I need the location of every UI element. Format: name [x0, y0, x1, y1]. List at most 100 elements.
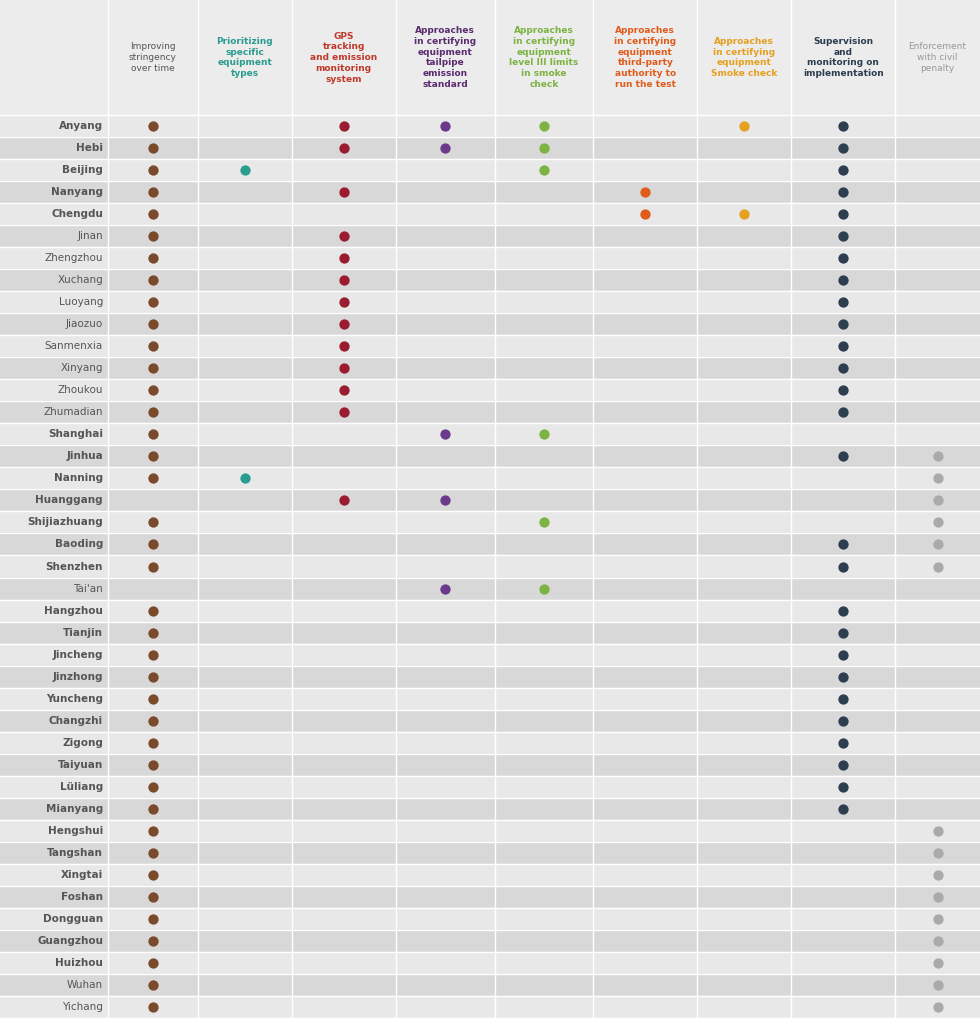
Bar [0, 842, 980, 864]
Point [536, 162, 552, 178]
Point [836, 448, 852, 464]
Bar [0, 643, 980, 666]
Point [930, 866, 946, 883]
Bar [0, 159, 980, 181]
Point [145, 932, 161, 949]
Text: Mianyang: Mianyang [46, 804, 103, 813]
Text: Zhumadian: Zhumadian [43, 407, 103, 417]
Point [336, 250, 352, 267]
Point [437, 493, 453, 509]
Point [836, 735, 852, 751]
Point [836, 162, 852, 178]
Point [437, 139, 453, 156]
Point [145, 272, 161, 288]
Text: Huizhou: Huizhou [55, 958, 103, 968]
Point [536, 427, 552, 443]
Bar [0, 908, 980, 929]
Point [930, 845, 946, 861]
Point [930, 493, 946, 509]
Point [930, 823, 946, 839]
Bar [0, 0, 980, 115]
Point [836, 404, 852, 420]
Bar [0, 511, 980, 533]
Bar [0, 401, 980, 423]
Point [145, 823, 161, 839]
Point [145, 470, 161, 487]
Point [836, 646, 852, 663]
Bar [0, 819, 980, 842]
Point [836, 206, 852, 222]
Bar [0, 622, 980, 643]
Text: Prioritizing
specific
equipment
types: Prioritizing specific equipment types [217, 37, 273, 78]
Text: Luoyang: Luoyang [59, 297, 103, 307]
Text: Tai'an: Tai'an [74, 583, 103, 593]
Text: Xingtai: Xingtai [61, 869, 103, 880]
Text: Jiaozuo: Jiaozuo [66, 320, 103, 329]
Point [145, 713, 161, 729]
Text: Hengshui: Hengshui [48, 826, 103, 836]
Text: Anyang: Anyang [59, 121, 103, 131]
Point [930, 558, 946, 574]
Point [836, 624, 852, 640]
Point [145, 184, 161, 201]
Text: Beijing: Beijing [62, 165, 103, 175]
Bar [0, 666, 980, 687]
Point [437, 427, 453, 443]
Bar [0, 314, 980, 335]
Point [145, 382, 161, 398]
Text: Nanning: Nanning [54, 473, 103, 484]
Point [145, 889, 161, 905]
Bar [0, 996, 980, 1018]
Point [836, 800, 852, 816]
Point [237, 162, 253, 178]
Point [930, 448, 946, 464]
Point [536, 580, 552, 597]
Point [836, 382, 852, 398]
Point [145, 800, 161, 816]
Bar [0, 974, 980, 996]
Bar [0, 710, 980, 732]
Text: Approaches
in certifying
equipment
Smoke check: Approaches in certifying equipment Smoke… [711, 37, 777, 78]
Point [836, 228, 852, 244]
Bar [0, 776, 980, 798]
Point [145, 118, 161, 134]
Point [145, 779, 161, 795]
Point [930, 999, 946, 1015]
Point [145, 250, 161, 267]
Text: Zhengzhou: Zhengzhou [44, 253, 103, 264]
Bar [0, 952, 980, 974]
Point [836, 713, 852, 729]
Point [145, 603, 161, 619]
Point [836, 558, 852, 574]
Point [836, 756, 852, 773]
Point [638, 184, 654, 201]
Point [836, 338, 852, 354]
Point [336, 272, 352, 288]
Bar [0, 490, 980, 511]
Point [145, 139, 161, 156]
Point [930, 889, 946, 905]
Point [336, 360, 352, 377]
Point [638, 206, 654, 222]
Point [336, 338, 352, 354]
Text: GPS
tracking
and emission
monitoring
system: GPS tracking and emission monitoring sys… [310, 32, 377, 83]
Point [237, 470, 253, 487]
Point [336, 404, 352, 420]
Point [437, 580, 453, 597]
Point [145, 845, 161, 861]
Point [145, 911, 161, 927]
Point [737, 118, 753, 134]
Text: Enforcement
with civil
penalty: Enforcement with civil penalty [908, 43, 966, 72]
Point [145, 206, 161, 222]
Point [336, 316, 352, 332]
Text: Improving
stringency
over time: Improving stringency over time [128, 43, 176, 72]
Point [145, 536, 161, 553]
Text: Approaches
in certifying
equipment
third-party
authority to
run the test: Approaches in certifying equipment third… [614, 26, 676, 89]
Point [437, 118, 453, 134]
Point [930, 955, 946, 971]
Text: Wuhan: Wuhan [67, 980, 103, 989]
Text: Hebi: Hebi [76, 144, 103, 153]
Text: Zigong: Zigong [62, 738, 103, 747]
Bar [0, 445, 980, 467]
Bar [0, 247, 980, 269]
